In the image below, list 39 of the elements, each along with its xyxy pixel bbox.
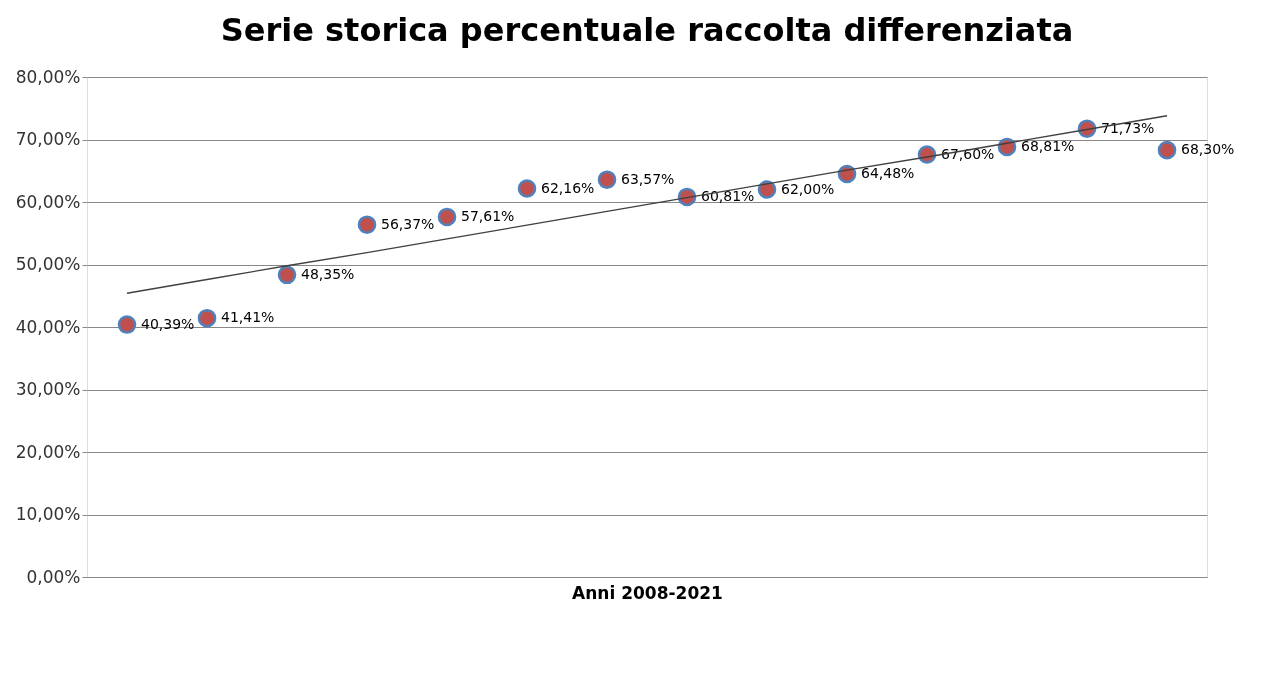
y-tick-label: 80,00%: [15, 66, 81, 87]
data-label: 68,30%: [1181, 141, 1235, 158]
point: [437, 207, 457, 227]
data-label: 48,35%: [301, 265, 355, 282]
y-tick-label: 20,00%: [15, 441, 81, 462]
data-label: 68,81%: [1021, 137, 1075, 154]
point: [757, 180, 777, 199]
line-series: [126, 115, 1168, 294]
point: [117, 315, 137, 334]
point: [597, 170, 617, 189]
data-label: 62,00%: [781, 180, 835, 197]
data-label: 41,41%: [221, 309, 275, 326]
point: [197, 308, 217, 328]
data-label: 40,39%: [141, 315, 195, 332]
y-tick-label: 70,00%: [15, 129, 81, 149]
x-axis-title: Anni 2008-2021: [572, 582, 723, 603]
point: [277, 265, 297, 285]
point: [837, 164, 857, 184]
y-tick-label: 10,00%: [15, 504, 81, 524]
y-tick-label: 0,00%: [26, 566, 81, 587]
y-tick-label: 50,00%: [15, 254, 81, 274]
data-label: 60,81%: [701, 187, 755, 204]
point: [1077, 119, 1097, 138]
data-label: 62,16%: [541, 179, 595, 196]
data-label: 56,37%: [381, 215, 435, 232]
point: [677, 187, 697, 207]
data-label: 57,61%: [461, 207, 515, 224]
data-label: 64,48%: [861, 165, 915, 181]
point: [997, 137, 1017, 157]
point: [517, 179, 537, 198]
chart-title: Serie storica percentuale raccolta differenziata: [220, 11, 1074, 49]
y-tick-label: 60,00%: [15, 191, 81, 212]
data-label: 67,60%: [941, 145, 995, 162]
data-label: 71,73%: [1101, 119, 1155, 136]
y-tick-label: 30,00%: [15, 379, 81, 399]
data-label: 63,57%: [621, 170, 675, 187]
point: [357, 215, 377, 234]
point: [1157, 140, 1177, 160]
y-tick-label: 40,00%: [15, 316, 81, 337]
